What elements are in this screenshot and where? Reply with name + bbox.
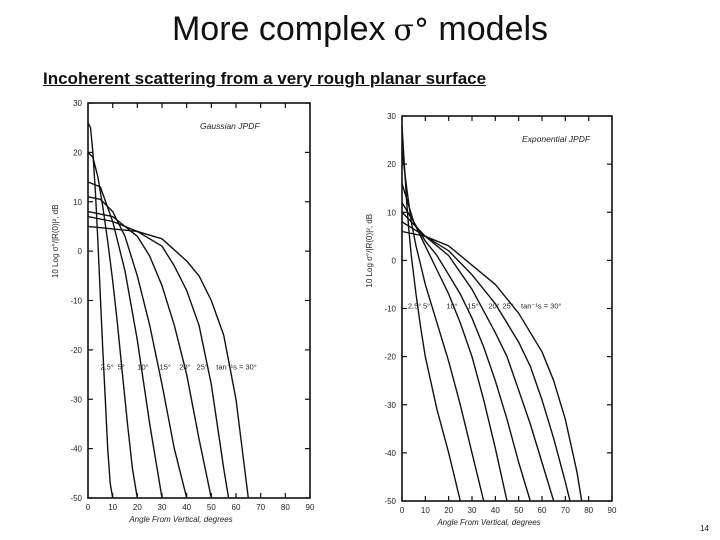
series-line [87,225,249,499]
series-line [401,230,583,502]
y-tick-label: -10 [70,297,82,306]
series-line [401,183,508,502]
curve-label: 2.5° [408,302,421,311]
slide-title: More complex σ° models [0,10,720,49]
y-tick-label: 10 [387,208,396,217]
y-tick-label: 10 [73,198,82,207]
series-line [87,215,230,499]
x-tick-label: 70 [561,506,570,515]
curve-label: 20° [488,302,499,311]
slide-title-text: More complex [171,10,386,48]
y-tick-label: -20 [384,353,396,362]
chart-title-tag: Gaussian JPDF [200,121,260,131]
y-tick-label: 0 [78,247,83,256]
curve-label: tan⁻¹s = 30° [521,302,562,311]
x-tick-label: 30 [468,506,477,515]
exponential-jpdf-chart: -50 -40 -30 -20 -10 0 10 20 30 0 10 20 30 40 50 60 70 80 9… [365,112,617,527]
series-line [87,210,212,499]
x-tick-label: 0 [86,503,91,512]
curve-label: 5° [118,363,125,372]
slide-title-tail: models [438,10,549,48]
series-line [401,211,555,502]
x-tick-label: 50 [207,503,216,512]
y-tick-label: 20 [387,160,396,169]
x-axis-label: Angle From Vertical, degrees [436,518,540,527]
x-tick-label: 10 [108,503,117,512]
y-tick-label: -20 [70,346,82,355]
x-tick-label: 20 [133,503,142,512]
x-tick-label: 80 [281,503,290,512]
y-tick-label: -50 [70,494,82,503]
y-tick-label: -10 [384,305,396,314]
curve-label: 25° [197,363,208,372]
x-tick-label: 0 [400,506,405,515]
sigma-zero-symbol: σ° [393,13,429,48]
y-axis-label: 10 Log σ°/|R(0)|², dB [51,204,60,278]
y-tick-label: 20 [73,148,82,157]
y-tick-label: -30 [384,401,396,410]
curve-label: 10° [137,363,148,372]
x-tick-label: 40 [491,506,500,515]
series-line [401,202,531,502]
x-tick-label: 60 [232,503,241,512]
x-tick-label: 50 [514,506,523,515]
x-tick-label: 70 [256,503,265,512]
curve-label: 15° [467,302,478,311]
curve-label: 10° [446,302,457,311]
series-line [87,196,188,499]
curve-label: 20° [179,363,190,372]
x-tick-label: 10 [421,506,430,515]
curve-label: 5° [423,302,430,311]
slide-subtitle: Incoherent scattering from a very rough … [43,69,487,88]
y-axis-label: 10 Log σ°/|R(0)|², dB [365,214,374,288]
y-tick-label: -40 [70,445,82,454]
y-tick-label: 30 [73,99,82,108]
curve-label: 15° [160,363,171,372]
curve-label: 25° [502,302,513,311]
page-number: 14 [700,524,709,533]
y-tick-label: 0 [392,256,397,265]
series-line [87,122,114,499]
curve-label: 2.5° [100,363,113,372]
x-tick-label: 80 [584,506,593,515]
x-tick-label: 20 [444,506,453,515]
x-tick-label: 60 [538,506,547,515]
y-tick-label: -50 [384,497,396,506]
series-line [401,125,461,502]
y-tick-label: -30 [70,395,82,404]
series-line [401,149,485,502]
x-tick-label: 40 [182,503,191,512]
x-tick-label: 90 [608,506,617,515]
series-line [87,181,163,499]
curve-label: tan⁻¹s = 30° [216,363,257,372]
y-tick-label: -40 [384,449,396,458]
series-line [401,221,571,502]
x-tick-label: 30 [158,503,167,512]
x-tick-label: 90 [306,503,315,512]
gaussian-jpdf-chart: -50 -40 -30 -20 -10 0 10 20 30 0 10 20 30 40 50 60 70 80 9… [51,99,315,524]
chart-title-tag: Exponential JPDF [522,134,591,144]
y-tick-label: 30 [387,112,396,121]
series-line [87,151,138,499]
x-axis-label: Angle From Vertical, degrees [128,515,232,524]
